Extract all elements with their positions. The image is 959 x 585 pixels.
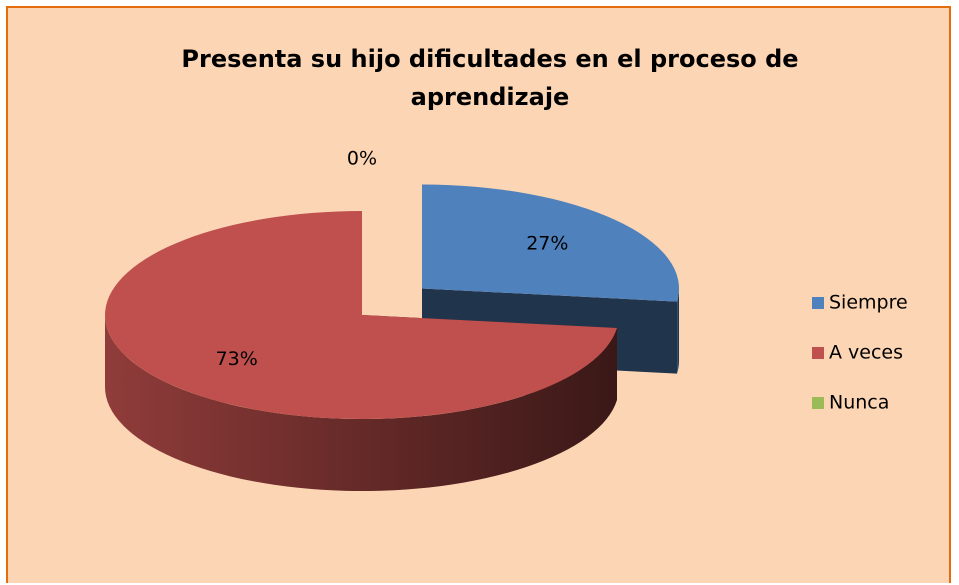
chart-title: Presenta su hijo dificultades en el proc…: [181, 45, 799, 111]
slice-side: [104, 315, 618, 492]
legend-label: Nunca: [829, 392, 889, 414]
data-label: 27%: [526, 232, 568, 254]
legend-swatch: [812, 297, 824, 309]
legend-swatch: [812, 397, 824, 409]
legend-swatch: [812, 347, 824, 359]
slice: [105, 211, 617, 419]
slice-side: [677, 288, 680, 374]
data-label: 73%: [216, 348, 258, 370]
legend-label: A veces: [829, 342, 903, 364]
slice: [422, 184, 680, 302]
data-label: 0%: [347, 148, 377, 170]
legend-label: Siempre: [829, 292, 908, 314]
